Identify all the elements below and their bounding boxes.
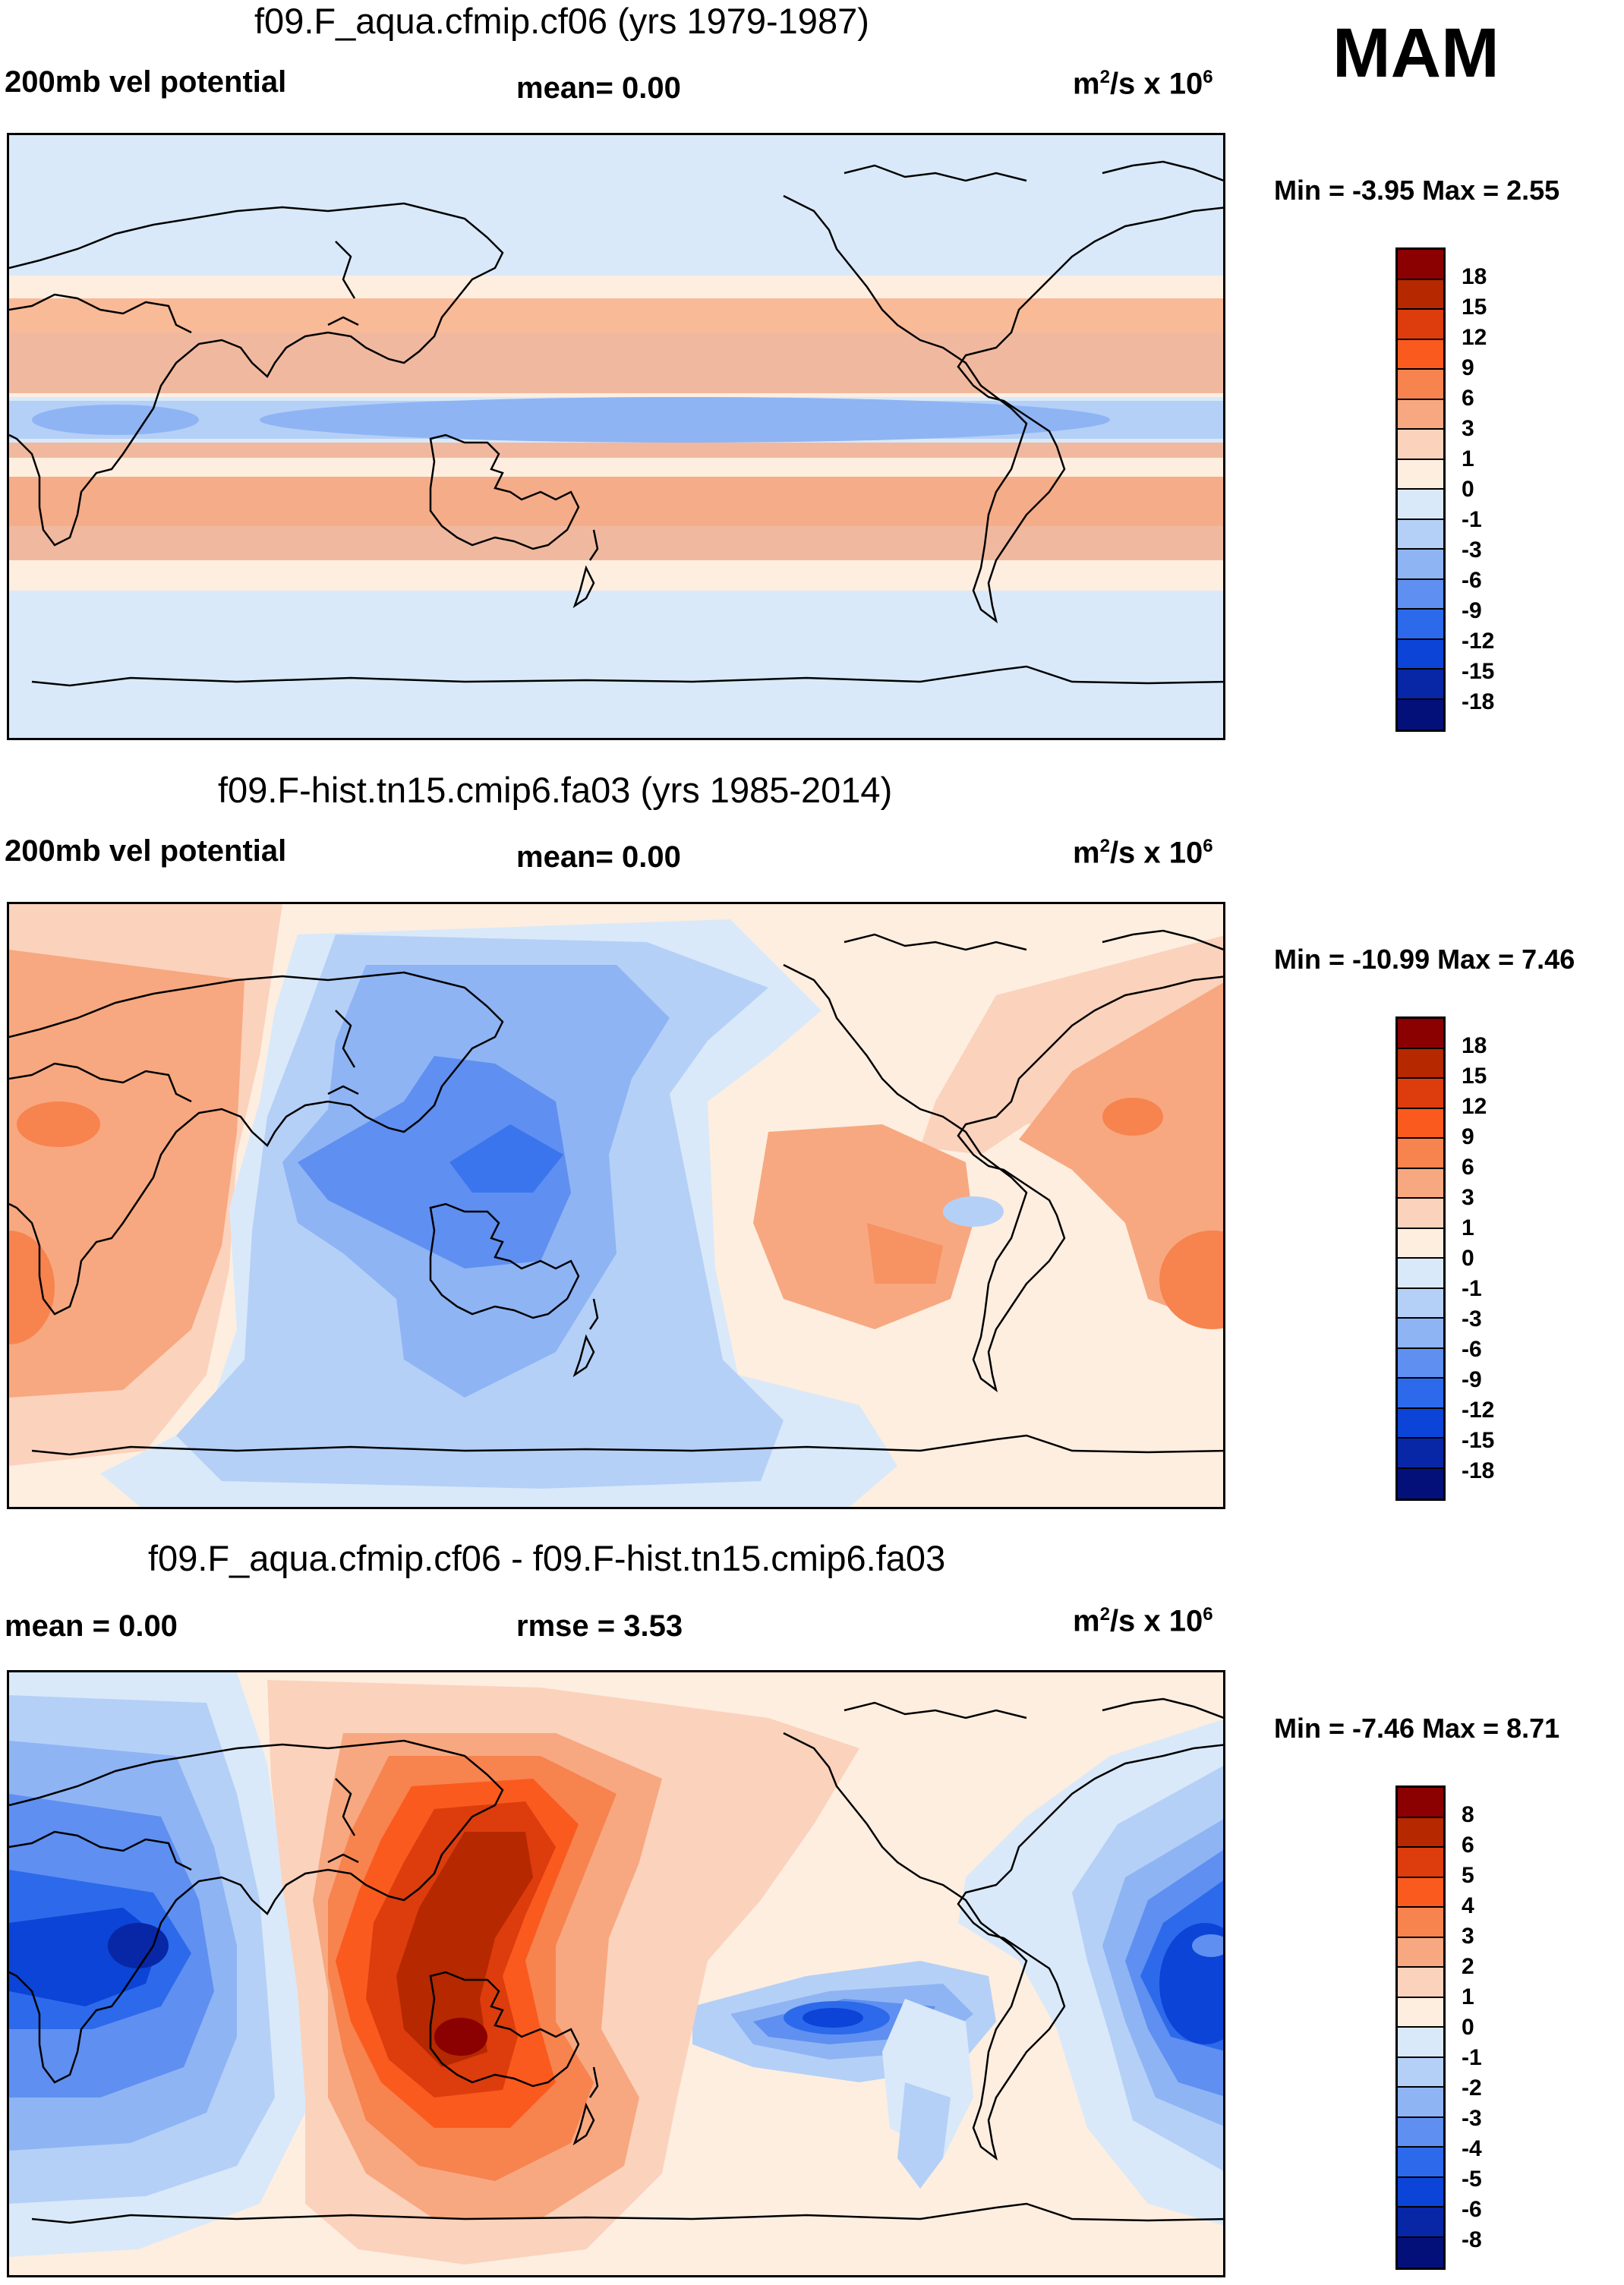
panel2-level-label: -9 bbox=[1462, 1367, 1482, 1392]
panel2-variable-label: 200mb vel potential bbox=[5, 834, 287, 868]
panel3-level-label: 3 bbox=[1462, 1924, 1474, 1949]
panel1-level-label: -1 bbox=[1462, 507, 1482, 532]
panel3-minmax: Min = -7.46 Max = 8.71 bbox=[1274, 1713, 1560, 1744]
panel2-level-label: -1 bbox=[1462, 1276, 1482, 1301]
panel1-map bbox=[7, 133, 1225, 740]
panel3-colorbar bbox=[1395, 1785, 1446, 2270]
panel3-level-label: 0 bbox=[1462, 2015, 1474, 2040]
panel2-level-label: 6 bbox=[1462, 1155, 1474, 1180]
panel3-level-label: 4 bbox=[1462, 1893, 1474, 1918]
panel3-level-label: 8 bbox=[1462, 1802, 1474, 1827]
panel2-level-label: 1 bbox=[1462, 1215, 1474, 1240]
panel2-units: m2/s x 106 bbox=[1073, 836, 1213, 870]
panel2-colorbar bbox=[1395, 1016, 1446, 1501]
panel2-level-label: -6 bbox=[1462, 1337, 1482, 1362]
panel1-minmax: Min = -3.95 Max = 2.55 bbox=[1274, 175, 1560, 206]
panel1-level-label: 12 bbox=[1462, 325, 1487, 350]
panel2-mean: mean= 0.00 bbox=[516, 840, 681, 874]
panel3-rmse: rmse = 3.53 bbox=[516, 1609, 683, 1643]
panel3-level-label: 5 bbox=[1462, 1863, 1474, 1888]
panel2-level-label: -18 bbox=[1462, 1458, 1495, 1483]
season-label: MAM bbox=[1332, 14, 1499, 92]
panel1-level-label: 9 bbox=[1462, 355, 1474, 380]
panel1-mean: mean= 0.00 bbox=[516, 71, 681, 105]
panel3-title: f09.F_aqua.cfmip.cf06 - f09.F-hist.tn15.… bbox=[148, 1538, 946, 1578]
panel1-variable-label: 200mb vel potential bbox=[5, 65, 287, 99]
panel3-units: m2/s x 106 bbox=[1073, 1604, 1213, 1638]
panel3-level-label: 2 bbox=[1462, 1954, 1474, 1979]
panel1-level-label: -9 bbox=[1462, 598, 1482, 623]
panel3-level-label: -2 bbox=[1462, 2075, 1482, 2101]
panel3-mean: mean = 0.00 bbox=[5, 1609, 178, 1643]
panel1-level-label: -15 bbox=[1462, 659, 1495, 684]
panel2-level-label: -12 bbox=[1462, 1398, 1495, 1423]
panel1-level-label: 1 bbox=[1462, 446, 1474, 471]
panel1-level-label: 6 bbox=[1462, 386, 1474, 411]
panel1-level-label: -12 bbox=[1462, 629, 1495, 654]
panel2-level-label: 0 bbox=[1462, 1246, 1474, 1271]
panel3-level-label: -8 bbox=[1462, 2227, 1482, 2252]
panel2-level-label: 12 bbox=[1462, 1094, 1487, 1119]
panel3-level-label: -6 bbox=[1462, 2197, 1482, 2222]
panel3-level-label: 6 bbox=[1462, 1833, 1474, 1858]
panel1-colorbar bbox=[1395, 247, 1446, 732]
panel3-level-label: -3 bbox=[1462, 2106, 1482, 2131]
panel3-level-label: -4 bbox=[1462, 2136, 1482, 2161]
panel2-minmax: Min = -10.99 Max = 7.46 bbox=[1274, 944, 1575, 975]
panel1-units: m2/s x 106 bbox=[1073, 67, 1213, 101]
panel1-level-label: 3 bbox=[1462, 416, 1474, 441]
panel3-level-label: -1 bbox=[1462, 2045, 1482, 2070]
panel1-level-label: 18 bbox=[1462, 264, 1487, 289]
panel3-map bbox=[7, 1670, 1225, 2277]
panel2-level-label: 15 bbox=[1462, 1064, 1487, 1089]
panel2-title: f09.F-hist.tn15.cmip6.fa03 (yrs 1985-201… bbox=[218, 770, 893, 810]
panel3-level-label: -5 bbox=[1462, 2167, 1482, 2192]
panel2-level-label: 18 bbox=[1462, 1033, 1487, 1058]
panel2-level-label: 9 bbox=[1462, 1124, 1474, 1149]
panel3-level-label: 1 bbox=[1462, 1984, 1474, 2009]
panel1-level-label: -3 bbox=[1462, 537, 1482, 563]
panel1-level-label: -6 bbox=[1462, 568, 1482, 593]
panel2-level-label: -3 bbox=[1462, 1306, 1482, 1332]
panel2-level-label: -15 bbox=[1462, 1428, 1495, 1453]
panel2-level-label: 3 bbox=[1462, 1185, 1474, 1210]
panel1-title: f09.F_aqua.cfmip.cf06 (yrs 1979-1987) bbox=[254, 1, 869, 41]
panel1-level-label: -18 bbox=[1462, 689, 1495, 714]
panel2-map bbox=[7, 902, 1225, 1509]
panel1-level-label: 15 bbox=[1462, 295, 1487, 320]
panel1-level-label: 0 bbox=[1462, 477, 1474, 502]
